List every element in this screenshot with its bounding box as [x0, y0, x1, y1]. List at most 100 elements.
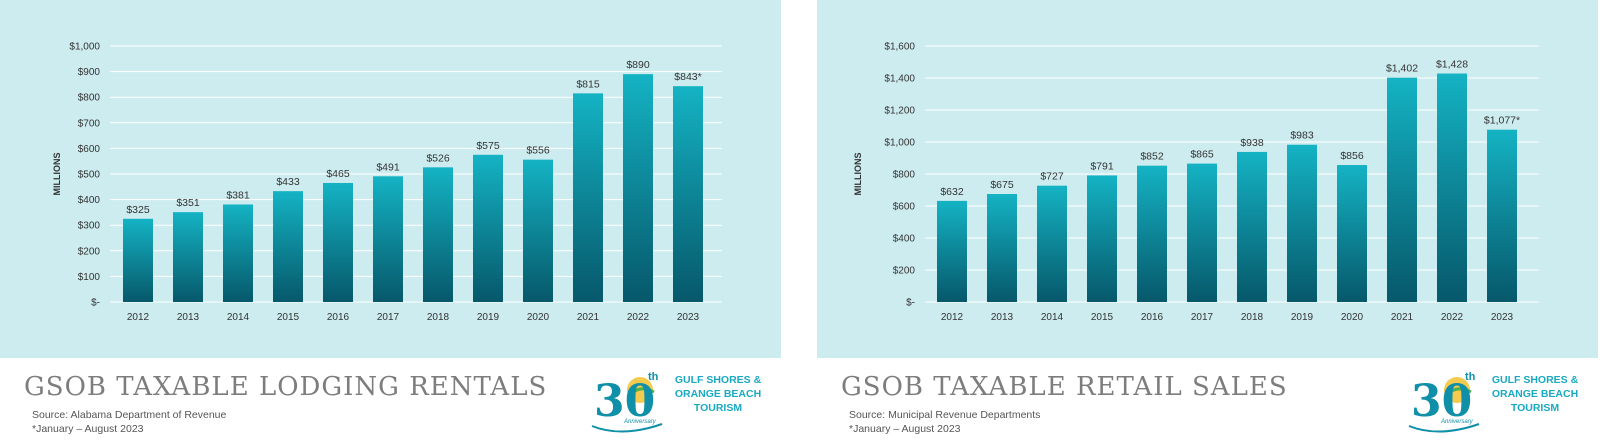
x-tick-label: 2015 [277, 312, 300, 323]
x-tick-label: 2017 [377, 312, 400, 323]
source-note: Source: Alabama Department of Revenue [32, 409, 227, 421]
x-tick-label: 2022 [1441, 312, 1464, 323]
y-tick-label: $900 [78, 67, 101, 78]
panel-title: GSOB TAXABLE LODGING RENTALS [24, 372, 548, 402]
bar [173, 212, 203, 302]
badge-number: 30 [1411, 376, 1472, 427]
data-label: $1,428 [1436, 59, 1468, 71]
retail-sales-panel: $- $200 $400 $600 $800 $1,000 $1,200 $1,400 $1,6… [817, 0, 1598, 442]
data-label: $865 [1190, 149, 1214, 161]
logo-line-2: ORANGE BEACH [674, 388, 762, 400]
x-tick-label: 2012 [127, 312, 150, 323]
y-tick-label: $800 [893, 170, 916, 181]
y-tick-label: $300 [78, 221, 101, 232]
logo-text: GULF SHORES & ORANGE BEACH TOURISM [668, 373, 768, 415]
y-tick-label: $1,600 [884, 42, 915, 53]
y-tick-label: $200 [893, 266, 916, 277]
data-label: $351 [176, 197, 200, 209]
data-label: $815 [576, 78, 600, 90]
footnote: *January – August 2023 [32, 423, 144, 435]
bar [423, 167, 453, 302]
logo-line-3: TOURISM [1510, 402, 1560, 414]
data-label: $632 [940, 186, 964, 198]
footnote: *January – August 2023 [849, 423, 961, 435]
bar [1137, 165, 1167, 302]
x-tick-label: 2016 [327, 312, 350, 323]
bar [1487, 129, 1517, 302]
bar [323, 182, 353, 302]
bar [1187, 163, 1217, 302]
bar [1087, 175, 1117, 302]
data-label: $791 [1090, 160, 1114, 172]
y-axis-title: MILLIONS [853, 153, 863, 196]
bar [473, 154, 503, 302]
data-label: $491 [376, 161, 400, 173]
y-tick-label: $600 [78, 144, 101, 155]
x-tick-label: 2012 [941, 312, 964, 323]
data-label: $1,077* [1484, 115, 1520, 127]
x-tick-label: 2014 [227, 312, 250, 323]
bar [937, 200, 967, 302]
x-tick-label: 2021 [1391, 312, 1414, 323]
data-label: $465 [326, 168, 350, 180]
y-tick-label: $- [906, 298, 915, 309]
retail-chart-area: $- $200 $400 $600 $800 $1,000 $1,200 $1,400 $1,6… [817, 0, 1598, 358]
data-label: $727 [1040, 171, 1064, 183]
data-label: $843* [674, 71, 701, 83]
badge-text: Anniversary [1440, 419, 1474, 425]
bar [573, 93, 603, 302]
y-tick-label: $100 [78, 272, 101, 283]
logo-line-1: GULF SHORES & [674, 374, 762, 386]
retail-sales-chart: $- $200 $400 $600 $800 $1,000 $1,200 $1,400 $1,6… [853, 42, 1539, 323]
data-label: $325 [126, 204, 150, 216]
y-tick-label: $500 [78, 170, 101, 181]
y-tick-label: $200 [78, 246, 101, 257]
bar [1287, 144, 1317, 302]
x-tick-label: 2021 [577, 312, 600, 323]
bar [123, 218, 153, 302]
logo-line-2: ORANGE BEACH [1491, 388, 1579, 400]
bar [1437, 73, 1467, 303]
y-tick-label: $1,000 [884, 138, 915, 149]
data-label: $433 [276, 176, 300, 188]
x-tick-label: 2023 [677, 312, 700, 323]
bar [373, 176, 403, 302]
y-axis-title: MILLIONS [52, 153, 62, 196]
y-tick-label: $400 [893, 234, 916, 245]
y-tick-label: $- [91, 298, 100, 309]
x-tick-label: 2023 [1491, 312, 1514, 323]
x-tick-label: 2020 [527, 312, 550, 323]
x-tick-label: 2017 [1191, 312, 1214, 323]
bar [1387, 77, 1417, 303]
y-tick-label: $1,400 [884, 74, 915, 85]
data-label: $556 [526, 145, 550, 157]
x-tick-label: 2013 [177, 312, 200, 323]
logo-line-3: TOURISM [693, 402, 743, 414]
data-label: $938 [1240, 137, 1264, 149]
tourism-logo: 30 th Anniversary GULF SHORES & ORANGE B… [588, 368, 773, 434]
bar [273, 191, 303, 302]
y-tick-label: $800 [78, 93, 101, 104]
data-label: $983 [1290, 130, 1314, 142]
data-label: $381 [226, 189, 250, 201]
data-label: $852 [1140, 151, 1164, 163]
bar [1237, 151, 1267, 302]
data-label: $675 [990, 179, 1014, 191]
y-tick-label: $400 [78, 195, 101, 206]
y-tick-label: $1,200 [884, 106, 915, 117]
tourism-logo: 30 th Anniversary GULF SHORES & ORANGE B… [1405, 368, 1590, 434]
bar [1037, 185, 1067, 302]
badge-number: 30 [594, 376, 655, 427]
bar [673, 86, 703, 302]
badge-text: Anniversary [623, 419, 657, 425]
lodging-rentals-panel: $- $100 $200 $300 $400 $500 $600 $700 $800 $900 $1… [0, 0, 781, 442]
x-tick-label: 2014 [1041, 312, 1064, 323]
data-label: $526 [426, 152, 450, 164]
data-label: $890 [626, 59, 650, 71]
source-note: Source: Municipal Revenue Departments [849, 409, 1041, 421]
x-tick-label: 2019 [1291, 312, 1314, 323]
logo-text: GULF SHORES & ORANGE BEACH TOURISM [1485, 373, 1585, 415]
x-tick-label: 2020 [1341, 312, 1364, 323]
anniversary-badge-icon: 30 th Anniversary [1408, 371, 1480, 433]
badge-suffix: th [648, 371, 659, 383]
